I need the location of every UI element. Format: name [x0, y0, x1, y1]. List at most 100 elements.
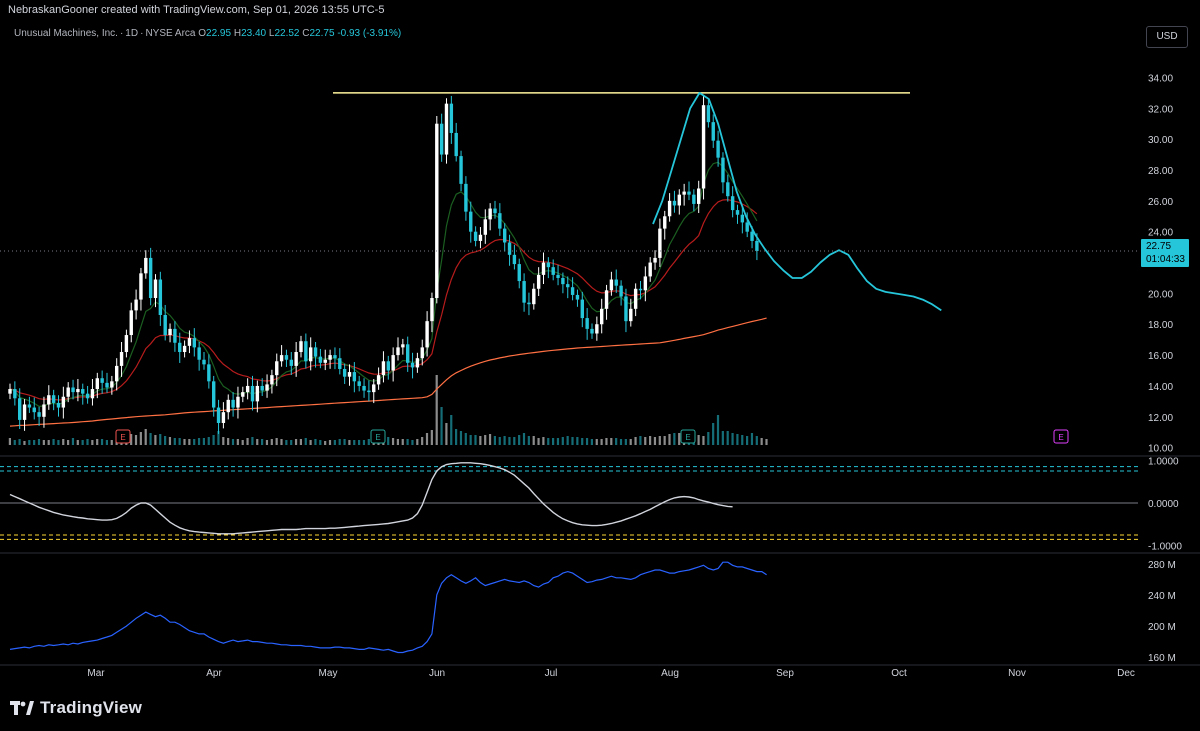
volume-bar — [246, 438, 249, 445]
volume-bar — [668, 434, 671, 445]
candle-body — [279, 355, 284, 362]
candle-body — [129, 310, 133, 336]
volume-bar — [324, 441, 327, 445]
volume-bar — [396, 439, 399, 445]
volume-axis-tick: 200 M — [1148, 622, 1176, 633]
volume-bar — [67, 440, 70, 445]
change-value: -0.93 (-3.91%) — [337, 28, 402, 39]
volume-bar — [62, 439, 65, 445]
volume-bar — [639, 436, 642, 445]
candle-body — [512, 254, 517, 265]
volume-bar — [76, 440, 79, 445]
volume-bar — [547, 438, 550, 445]
volume-bar — [566, 436, 569, 445]
price-axis-tick: 34.00 — [1148, 73, 1173, 84]
earnings-badge: E — [1053, 429, 1069, 444]
volume-bar — [86, 439, 89, 445]
candle-body — [367, 390, 371, 393]
time-axis-tick: Oct — [891, 668, 907, 679]
tradingview-logo[interactable]: TradingView — [10, 698, 142, 718]
candle-body — [435, 123, 439, 299]
volume-bar — [513, 437, 516, 445]
candle-body — [406, 344, 410, 363]
volume-bar — [615, 438, 618, 445]
volume-bar — [561, 437, 564, 445]
volume-bar — [585, 438, 589, 445]
volume-bar — [707, 432, 710, 445]
candle-body — [85, 393, 90, 399]
volume-bar — [479, 436, 482, 445]
currency-button[interactable]: USD — [1146, 26, 1188, 48]
candle-body — [338, 358, 342, 369]
candle-body — [255, 385, 260, 402]
candle-body — [18, 398, 22, 420]
candle-body — [289, 359, 293, 366]
symbol-name[interactable]: Unusual Machines, Inc. — [14, 28, 118, 39]
candle-body — [163, 314, 167, 336]
interval[interactable]: 1D — [125, 28, 139, 39]
volume-bar — [464, 433, 467, 445]
candle-body — [570, 287, 575, 295]
candle-body — [575, 294, 580, 300]
volume-bar — [139, 432, 142, 445]
volume-bar — [498, 437, 501, 445]
volume-bar — [105, 440, 108, 445]
volume-bar — [421, 437, 424, 445]
volume-bar — [231, 439, 235, 445]
candle-body — [42, 404, 46, 417]
candle-body — [551, 267, 555, 275]
volume-bar — [469, 435, 472, 445]
volume-bar — [605, 438, 608, 445]
candle-body — [391, 355, 395, 371]
candle-body — [590, 328, 594, 334]
earnings-badge-letter: E — [685, 433, 690, 442]
volume-bar — [28, 440, 31, 445]
candle-body — [192, 338, 196, 348]
candle-body — [333, 355, 337, 359]
candle-body — [677, 194, 681, 206]
candle-body — [672, 200, 677, 206]
time-axis-tick: Nov — [1008, 668, 1026, 679]
footer: TradingView — [0, 685, 1200, 731]
volume-bar — [697, 435, 700, 445]
volume-bar — [236, 439, 239, 445]
volume-bar — [294, 439, 298, 445]
time-axis-tick: Sep — [776, 668, 794, 679]
candle-body — [323, 359, 327, 363]
volume-bar — [644, 437, 647, 445]
volume-bar — [522, 433, 526, 445]
attribution-bar: NebraskanGooner created with TradingView… — [0, 0, 1200, 20]
volume-bar — [362, 440, 366, 445]
candle-body — [701, 105, 706, 189]
candle-body — [139, 273, 143, 300]
candle-body — [197, 347, 201, 360]
volume-bar — [653, 437, 657, 445]
candle-body — [541, 262, 546, 275]
volume-bar — [716, 415, 720, 445]
volume-bar — [299, 439, 302, 445]
time-axis-tick: Jul — [545, 668, 558, 679]
volume-bar — [110, 440, 113, 445]
candle-body — [503, 228, 507, 243]
candle-body — [13, 389, 17, 399]
candle-body — [527, 302, 531, 305]
time-axis-tick: Apr — [206, 668, 222, 679]
candle-body — [153, 279, 158, 299]
low-value: 22.52 — [274, 28, 300, 39]
volume-bar — [576, 437, 579, 445]
volume-bar — [290, 440, 293, 445]
candle-body — [396, 347, 400, 356]
candle-body — [56, 402, 61, 408]
candle-body — [115, 365, 119, 382]
candlesticks — [8, 95, 759, 434]
price-axis-tick: 32.00 — [1148, 104, 1173, 115]
volume-bar — [47, 440, 50, 445]
candle-body — [629, 308, 633, 322]
volume-bar — [8, 438, 11, 445]
candle-body — [236, 396, 240, 408]
candle-body — [658, 228, 662, 258]
candle-body — [61, 396, 66, 408]
